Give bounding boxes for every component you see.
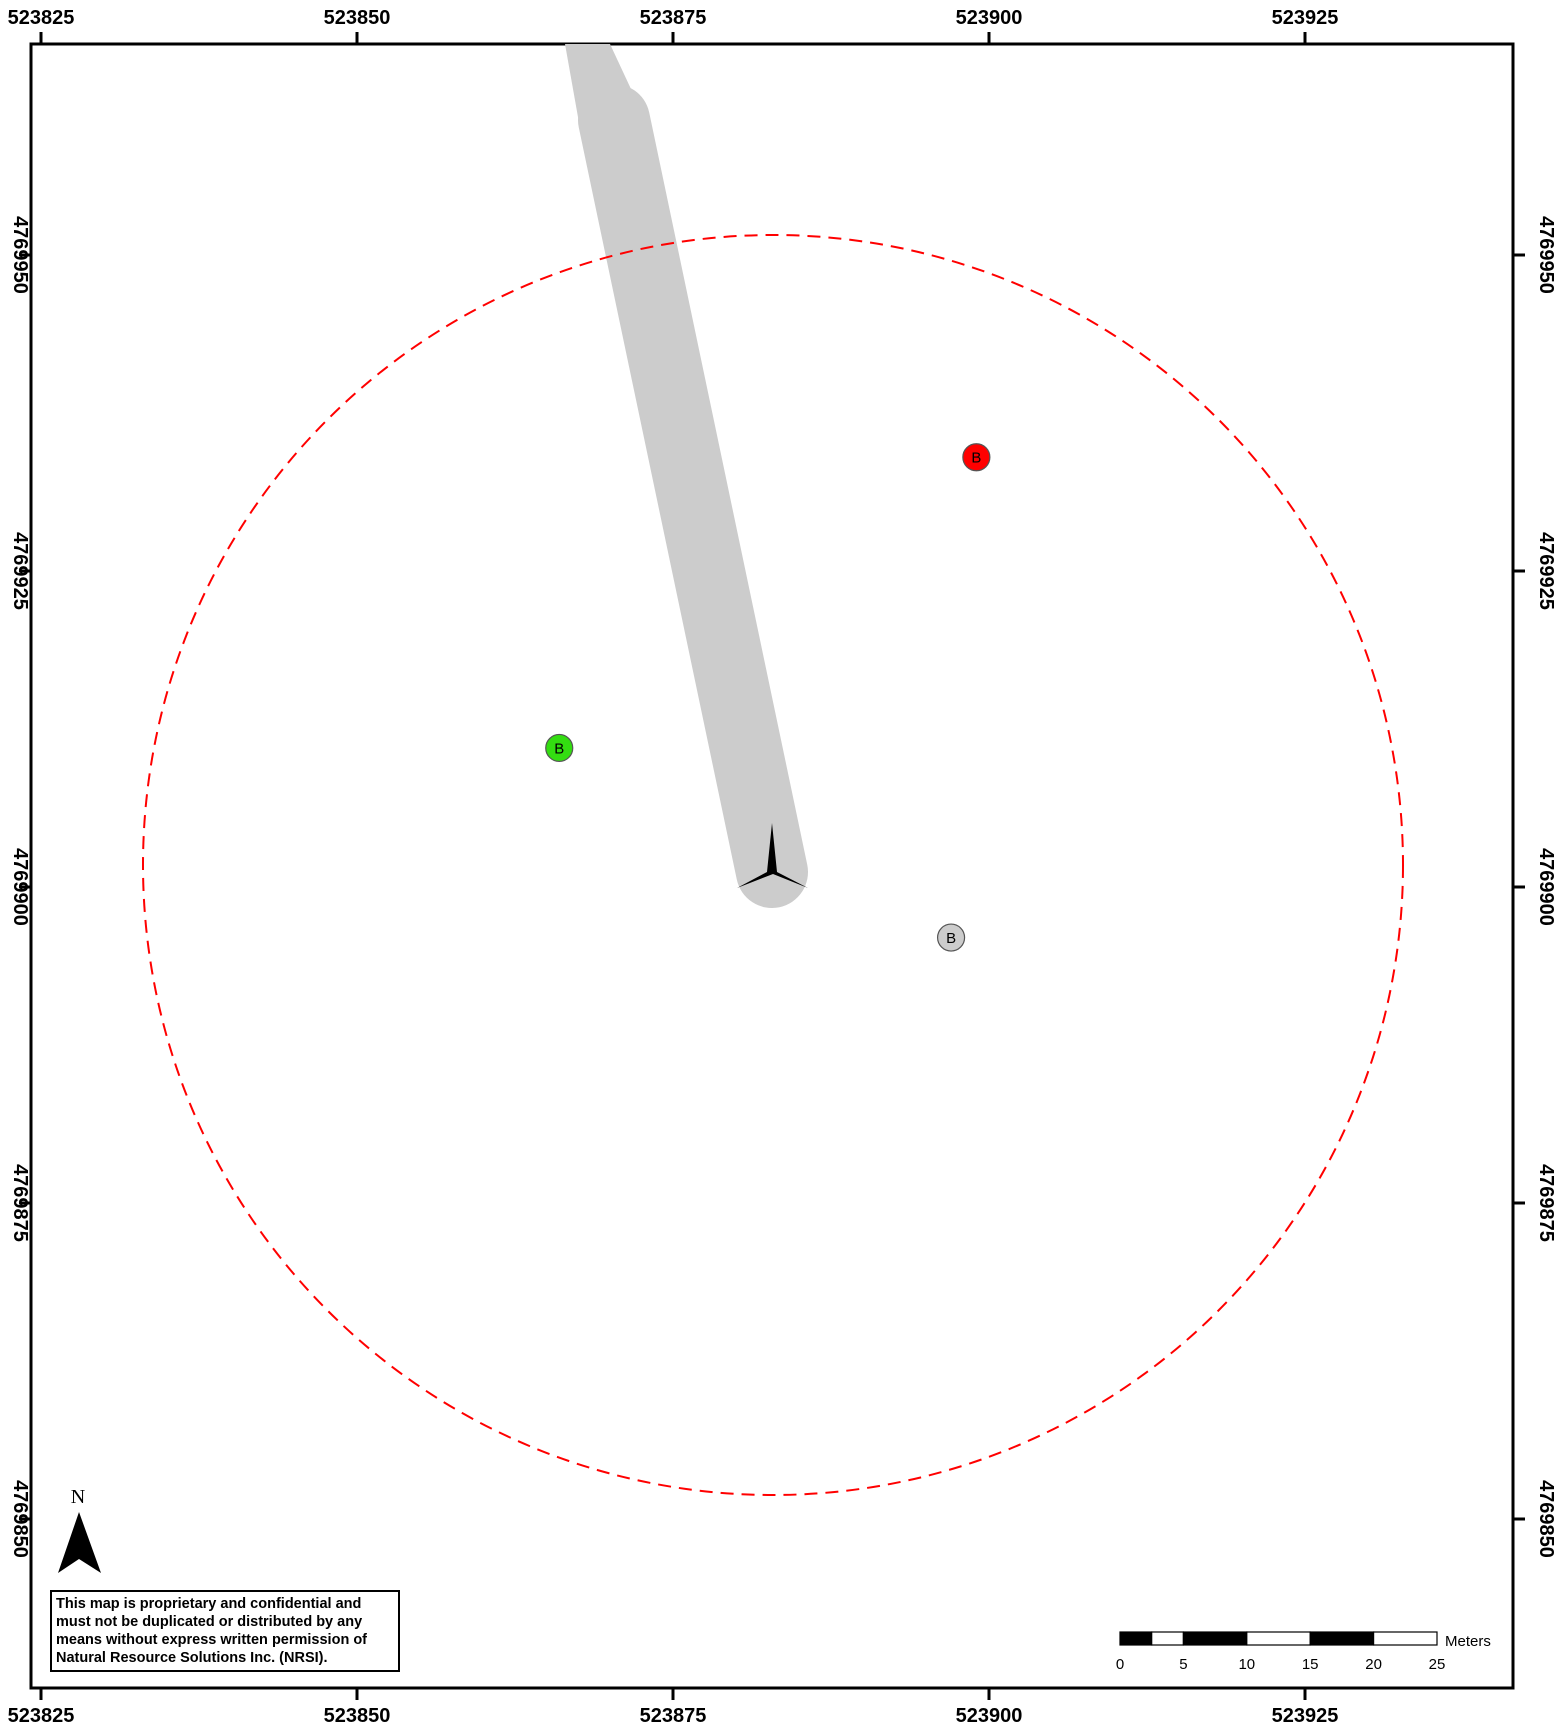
scale-segment — [1309, 1631, 1375, 1646]
red-marker-label: B — [971, 450, 981, 467]
grey-marker-label: B — [946, 930, 956, 947]
x-tick-label-bottom: 523825 — [8, 1705, 75, 1727]
scale-segment — [1246, 1631, 1311, 1646]
disclaimer-line: means without express written permission… — [56, 1632, 368, 1648]
y-tick-label-left: 4769925 — [9, 532, 31, 610]
x-tick-label-top: 523825 — [8, 7, 75, 29]
disclaimer-line: must not be duplicated or distributed by… — [56, 1614, 363, 1630]
green-marker-dot — [545, 733, 574, 763]
scale-tick-label: 10 — [1238, 1656, 1255, 1673]
markers-layer: B B B — [545, 443, 991, 952]
scale-segment — [1119, 1631, 1153, 1646]
scale-segment — [1151, 1631, 1184, 1646]
x-tick-label-top: 523875 — [640, 7, 707, 29]
x-tick-label-bottom: 523875 — [640, 1705, 707, 1727]
axis-ticks: 523825 523825 523850 523850 523875 523875 5239… — [8, 7, 1554, 1727]
y-tick-label-left: 4769875 — [9, 1164, 31, 1242]
x-tick-label-bottom: 523925 — [1272, 1705, 1339, 1727]
scale-tick-label: 15 — [1302, 1656, 1319, 1673]
y-tick-label-left: 4769850 — [9, 1480, 31, 1558]
red-marker-dot — [962, 443, 991, 472]
green-marker-label: B — [554, 740, 564, 757]
green-marker: B — [545, 733, 574, 763]
y-tick-label-left: 4769900 — [9, 848, 31, 926]
y-tick-label-right: 4769875 — [1535, 1164, 1554, 1242]
x-tick-label-top: 523850 — [324, 7, 391, 29]
scale-bar: 0 5 10 15 20 25 Meters — [1116, 1631, 1491, 1673]
x-tick-label-top: 523925 — [1272, 7, 1339, 29]
y-tick-label-right: 4769850 — [1535, 1480, 1554, 1558]
scale-tick-label: 20 — [1365, 1656, 1382, 1673]
y-tick-label-right: 4769900 — [1535, 848, 1554, 926]
road-segment — [565, 44, 808, 908]
y-tick-label-left: 4769950 — [9, 216, 31, 294]
buffer-circle — [142, 234, 1404, 1496]
north-arrow-icon — [58, 1512, 101, 1573]
red-marker: B — [962, 443, 991, 472]
scale-unit: Meters — [1445, 1633, 1491, 1650]
scale-tick-label: 5 — [1179, 1656, 1187, 1673]
scale-segment — [1182, 1631, 1248, 1646]
north-arrow: N — [58, 1486, 101, 1573]
scale-tick-label: 25 — [1429, 1656, 1446, 1673]
grey-marker-dot — [936, 923, 966, 952]
x-tick-label-bottom: 523850 — [324, 1705, 391, 1727]
y-tick-label-right: 4769950 — [1535, 216, 1554, 294]
scale-segment — [1372, 1631, 1438, 1646]
disclaimer-box: This map is proprietary and confidential… — [50, 1590, 400, 1672]
scale-tick-label: 0 — [1116, 1656, 1124, 1673]
grey-marker: B — [936, 923, 966, 952]
turbine-icon — [737, 823, 808, 888]
x-tick-label-bottom: 523900 — [956, 1705, 1023, 1727]
disclaimer-line: Natural Resource Solutions Inc. (NRSI). — [56, 1650, 328, 1666]
north-label: N — [71, 1486, 85, 1508]
x-tick-label-top: 523900 — [956, 7, 1023, 29]
y-tick-label-right: 4769925 — [1535, 532, 1554, 610]
disclaimer-line: This map is proprietary and confidential… — [56, 1596, 362, 1612]
